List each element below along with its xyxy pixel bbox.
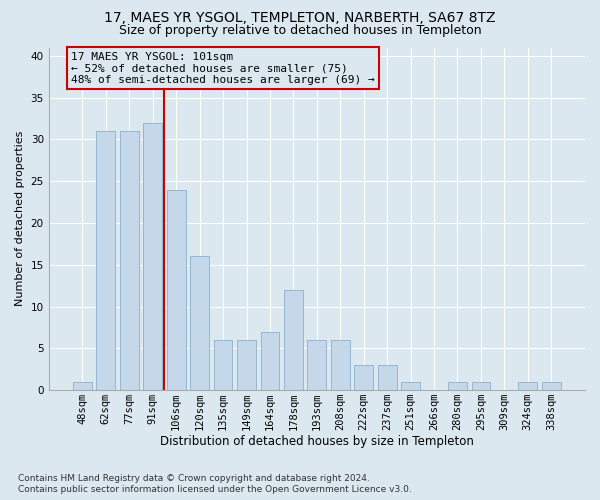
Text: Size of property relative to detached houses in Templeton: Size of property relative to detached ho…: [119, 24, 481, 37]
Bar: [190, 256, 209, 390]
Bar: [331, 340, 350, 390]
Bar: [143, 122, 162, 390]
Bar: [472, 382, 490, 390]
Bar: [284, 290, 303, 390]
Bar: [120, 131, 139, 390]
Bar: [97, 131, 115, 390]
Bar: [378, 365, 397, 390]
X-axis label: Distribution of detached houses by size in Templeton: Distribution of detached houses by size …: [160, 434, 474, 448]
Bar: [448, 382, 467, 390]
Bar: [260, 332, 280, 390]
Text: Contains HM Land Registry data © Crown copyright and database right 2024.
Contai: Contains HM Land Registry data © Crown c…: [18, 474, 412, 494]
Bar: [237, 340, 256, 390]
Bar: [73, 382, 92, 390]
Y-axis label: Number of detached properties: Number of detached properties: [15, 131, 25, 306]
Bar: [355, 365, 373, 390]
Bar: [518, 382, 537, 390]
Bar: [542, 382, 560, 390]
Bar: [401, 382, 420, 390]
Text: 17 MAES YR YSGOL: 101sqm
← 52% of detached houses are smaller (75)
48% of semi-d: 17 MAES YR YSGOL: 101sqm ← 52% of detach…: [71, 52, 375, 85]
Bar: [214, 340, 232, 390]
Bar: [307, 340, 326, 390]
Text: 17, MAES YR YSGOL, TEMPLETON, NARBERTH, SA67 8TZ: 17, MAES YR YSGOL, TEMPLETON, NARBERTH, …: [104, 11, 496, 25]
Bar: [167, 190, 185, 390]
